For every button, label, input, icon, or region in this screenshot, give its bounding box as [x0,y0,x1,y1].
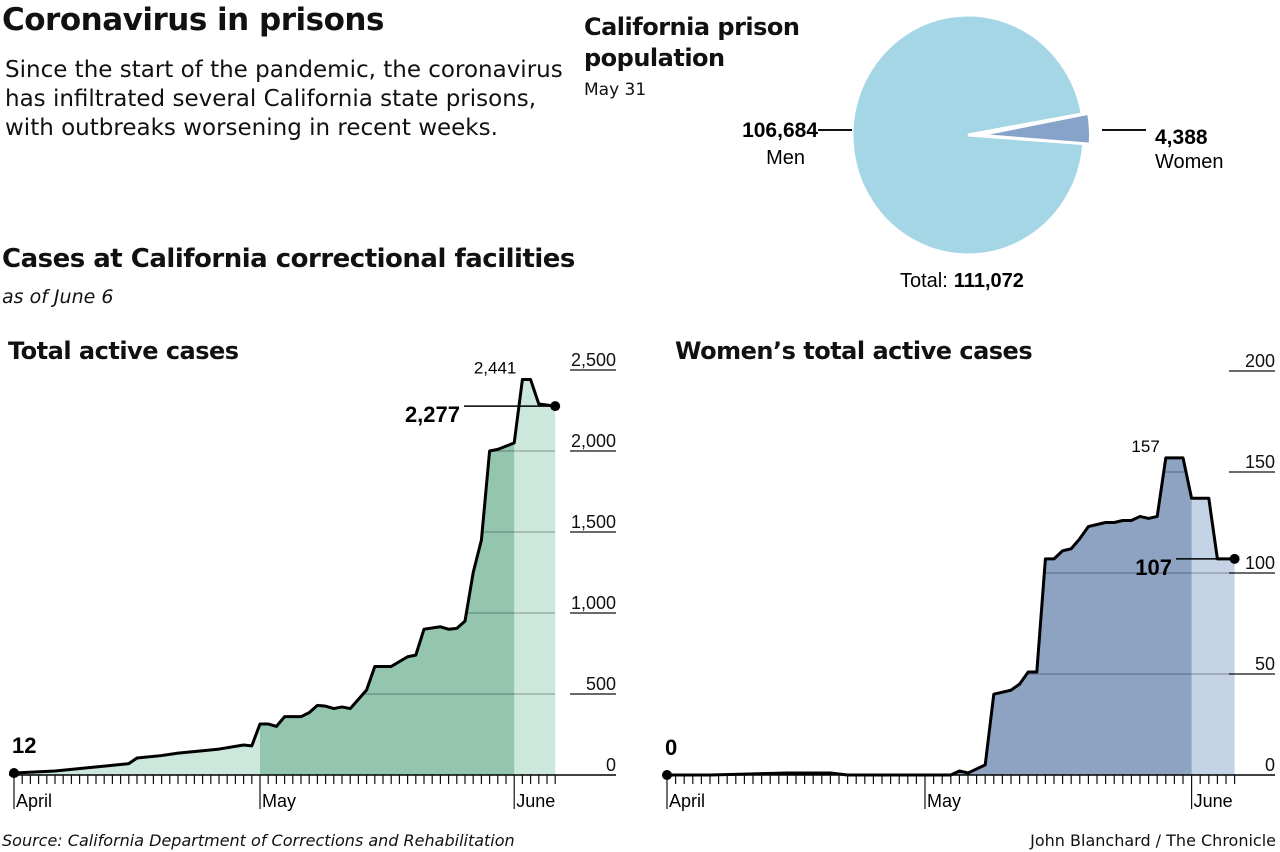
latest-value-label: 107 [1135,555,1172,580]
pie-total-label: Total: 111,072 [900,270,1024,292]
section-subtitle: as of June 6 [2,286,114,308]
pie-subtitle: May 31 [584,80,647,100]
pie-slice-men [850,13,1086,257]
start-value-label: 12 [12,733,36,758]
series-line [13,378,556,775]
ytick-label: 1,000 [571,593,616,613]
pie-slice-women [981,112,1091,145]
start-dot [9,768,19,779]
source-note: Source: California Department of Correct… [2,831,515,850]
women-value-label: 4,388 [1155,126,1208,149]
area-may-shade [260,379,515,775]
total-active-cases-chart: 0 500 1,000 1,500 2,000 2,500 April May June 12 2,… [9,350,616,811]
pie-title: California prison population [584,13,800,72]
start-dot [662,770,672,780]
men-label: Men [766,147,805,169]
ytick-label: 2,500 [571,350,616,370]
month-label: May [927,791,961,811]
page-title: Coronavirus in prisons [2,2,384,38]
total-value: 111,072 [954,270,1024,292]
women-chart-title: Women’s total active cases [675,337,1033,365]
month-label: May [262,791,296,811]
peak-value-label: 157 [1131,437,1159,456]
pie-chart [850,13,1091,257]
total-text: Total: [900,270,948,292]
section-title: Cases at California correctional facilit… [2,244,575,274]
ytick-label: 1,500 [571,512,616,532]
peak-value-label: 2,441 [474,359,517,378]
month-label: June [516,791,555,811]
month-label: June [1194,791,1233,811]
series-line [667,456,1235,777]
ytick-label: 200 [1245,351,1275,371]
month-label: April [669,791,705,811]
ytick-label: 500 [586,674,616,694]
ytick-label: 0 [606,755,616,775]
ytick-label: 2,000 [571,431,616,451]
total-chart-title: Total active cases [8,337,239,365]
credit: John Blanchard / The Chronicle [1030,831,1276,850]
ytick-label: 100 [1245,553,1275,573]
latest-value-label: 2,277 [405,402,460,427]
dek: Since the start of the pandemic, the cor… [5,57,563,141]
month-label: April [16,791,52,811]
ytick-label: 0 [1265,755,1275,775]
women-label: Women [1155,151,1224,173]
ytick-label: 50 [1255,654,1275,674]
start-value-label: 0 [665,735,677,760]
men-value-label: 106,684 [742,119,818,142]
ytick-label: 150 [1245,452,1275,472]
